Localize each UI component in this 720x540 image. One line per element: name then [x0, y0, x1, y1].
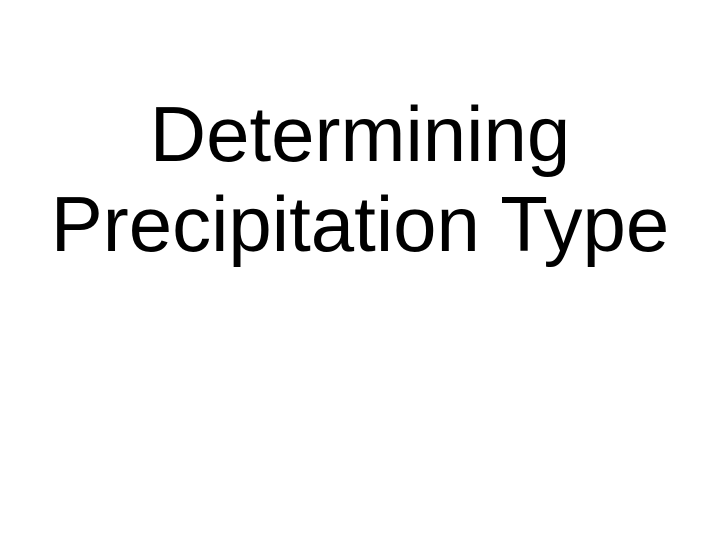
title-line-1: Determining [51, 90, 670, 180]
slide-title: Determining Precipitation Type [51, 90, 670, 269]
slide: Determining Precipitation Type [0, 0, 720, 540]
title-line-2: Precipitation Type [51, 180, 670, 270]
